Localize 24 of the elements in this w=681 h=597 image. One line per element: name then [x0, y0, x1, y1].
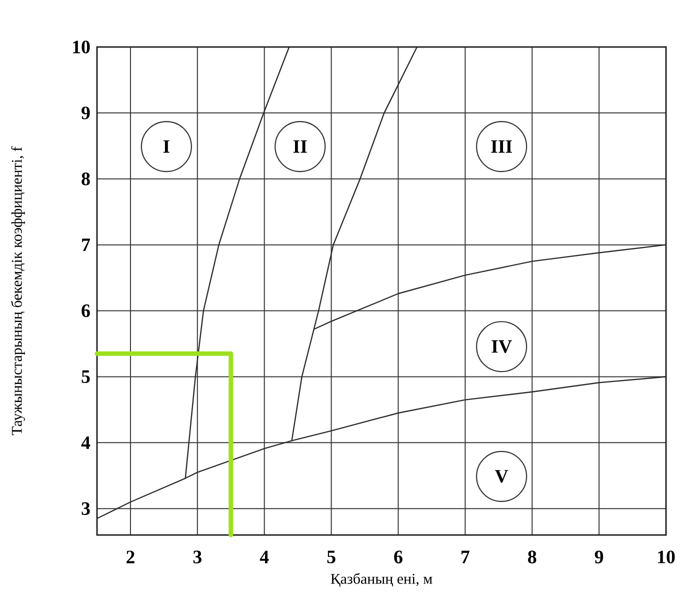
annotation: I	[163, 140, 170, 153]
annotation: IV	[492, 340, 512, 353]
x-tick-label: 2	[126, 550, 134, 564]
annotation: III	[491, 140, 512, 153]
x-tick-label: 6	[394, 550, 402, 564]
x-axis-title: Қазбаның ені, м	[330, 573, 432, 587]
y-tick-label: 3	[82, 502, 90, 515]
x-tick-label: 9	[594, 550, 604, 564]
y-tick-label: 6	[82, 304, 90, 318]
x-tick-label: 7	[462, 550, 470, 564]
y-tick-label: 4	[81, 436, 90, 449]
y-tick-label: 5	[82, 370, 90, 384]
y-axis-title: Таужыныстарының бекемдік коэффициенті, f	[11, 146, 25, 436]
annotation: V	[494, 470, 508, 483]
x-tick-label: 5	[327, 550, 336, 564]
y-tick-label: 7	[82, 238, 90, 252]
y-tick-label: 9	[82, 106, 90, 120]
y-tick-label: 10	[73, 40, 90, 54]
x-tick-label: 10	[658, 550, 675, 564]
x-tick-label: 3	[193, 550, 202, 564]
y-tick-label: 8	[82, 172, 90, 186]
x-tick-label: 8	[528, 550, 536, 564]
annotation: II	[293, 140, 307, 153]
x-tick-label: 4	[260, 550, 269, 564]
